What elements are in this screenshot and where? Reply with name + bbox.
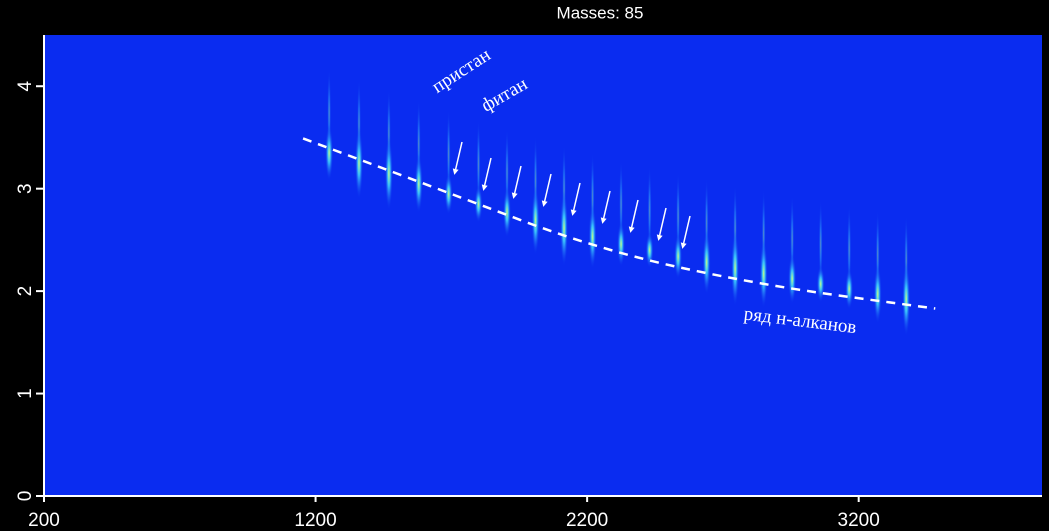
peak xyxy=(355,126,364,200)
peak xyxy=(444,173,453,215)
peak xyxy=(702,230,711,295)
arrow xyxy=(680,215,691,249)
arrow xyxy=(541,173,552,207)
peak xyxy=(674,233,683,279)
peak xyxy=(645,232,654,269)
arrow xyxy=(600,190,611,224)
arrow xyxy=(656,207,667,241)
x-tick-label: 3200 xyxy=(838,510,880,531)
peak xyxy=(325,124,334,181)
peak xyxy=(845,268,854,310)
peak xyxy=(617,221,626,267)
peak xyxy=(816,265,825,303)
y-tick-label: 2 xyxy=(15,286,36,297)
y-tick-label: 0 xyxy=(15,491,36,502)
peak xyxy=(531,185,540,255)
plot-area xyxy=(44,35,1042,496)
y-tick-label: 4 xyxy=(15,81,36,92)
peak xyxy=(474,185,483,223)
peak xyxy=(788,253,797,304)
x-tick-label: 1200 xyxy=(294,510,336,531)
peak xyxy=(902,262,911,337)
peak xyxy=(759,239,768,309)
chart-title: Masses: 85 xyxy=(557,3,644,22)
peak xyxy=(414,154,423,213)
peak xyxy=(560,190,569,267)
peak xyxy=(731,230,740,307)
y-tick-label: 3 xyxy=(15,183,36,194)
arrow xyxy=(511,165,522,199)
peak xyxy=(503,187,512,238)
peak-tail xyxy=(647,165,652,256)
x-tick-label: 2200 xyxy=(566,510,608,531)
arrow xyxy=(628,199,639,233)
series-line xyxy=(302,137,936,310)
y-tick-label: 1 xyxy=(15,388,36,399)
peak xyxy=(384,136,393,211)
arrow xyxy=(570,182,581,216)
arrow xyxy=(452,141,463,175)
arrow xyxy=(481,157,492,191)
x-tick-label: 200 xyxy=(28,510,60,531)
peak xyxy=(873,264,882,324)
arrows xyxy=(452,141,691,249)
peak xyxy=(588,204,597,269)
